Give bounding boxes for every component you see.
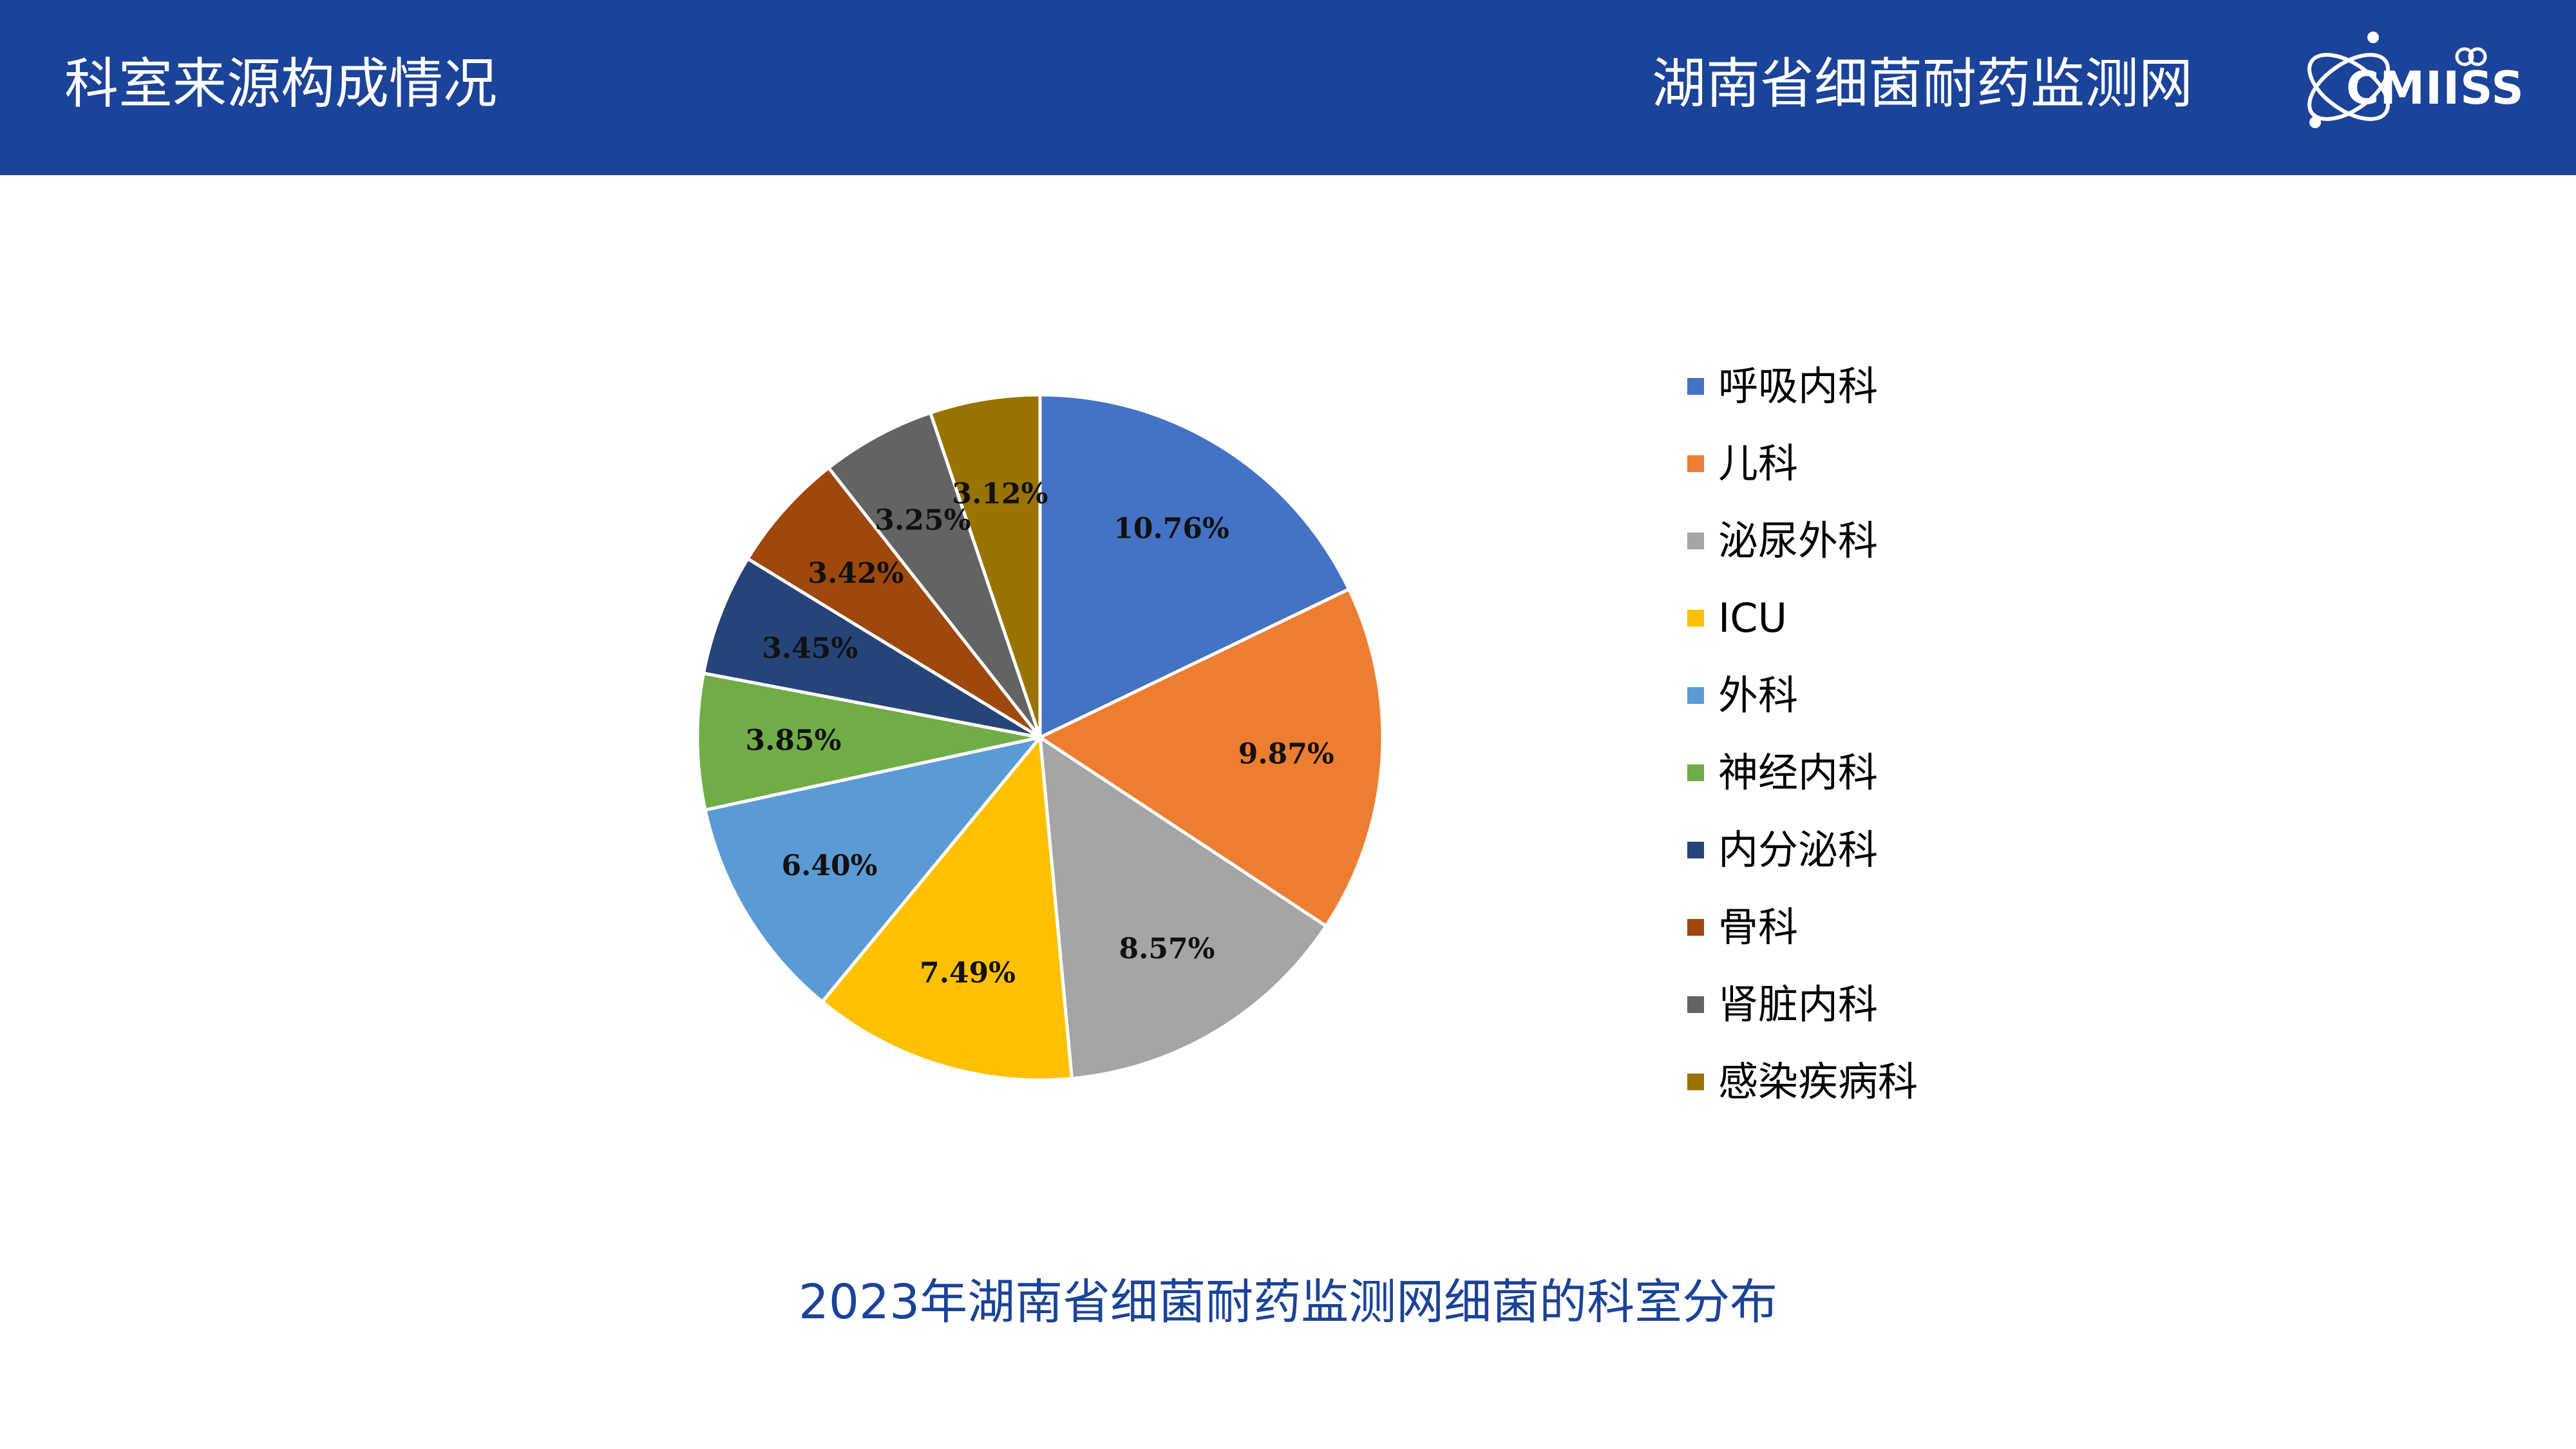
legend-label: 外科 <box>1718 672 1799 719</box>
network-name: 湖南省细菌耐药监测网 <box>1652 52 2193 115</box>
pie-slice <box>1038 734 1329 1081</box>
legend-swatch <box>1687 455 1704 472</box>
slice-value-label: 9.87% <box>1238 738 1334 771</box>
chart-caption: 2023年湖南省细菌耐药监测网细菌的科室分布 <box>798 1274 1778 1330</box>
slice-value-label: 7.49% <box>920 957 1016 990</box>
pie-slice <box>696 671 1041 812</box>
legend-swatch <box>1687 842 1704 858</box>
legend-item: 外科 <box>1687 670 1798 721</box>
legend-label: ICU <box>1718 594 1787 641</box>
legend-swatch <box>1687 378 1704 395</box>
slice-value-label: 3.12% <box>952 478 1048 511</box>
legend-item: 骨科 <box>1687 902 1798 953</box>
legend-swatch <box>1687 1074 1704 1090</box>
legend-item: 感染疾病科 <box>1687 1056 1918 1108</box>
pie-slice <box>928 393 1042 738</box>
pie-slice <box>826 410 1042 739</box>
legend-label: 神经内科 <box>1718 749 1879 796</box>
legend-item: 神经内科 <box>1687 747 1878 799</box>
legend-item: 呼吸内科 <box>1687 361 1878 412</box>
legend-swatch <box>1687 687 1704 704</box>
legend-item: 泌尿外科 <box>1687 515 1878 567</box>
pie-slice <box>1036 587 1385 929</box>
legend-swatch <box>1687 764 1704 781</box>
pie-slice <box>1038 393 1351 740</box>
slice-value-label: 3.45% <box>762 632 858 665</box>
pie-slice <box>701 556 1041 739</box>
legend-label: 骨科 <box>1718 904 1799 951</box>
header-bar: 科室来源构成情况 湖南省细菌耐药监测网 CMIISS <box>0 0 2576 175</box>
legend-swatch <box>1687 919 1704 936</box>
logo-text: CMIISS <box>2346 62 2524 115</box>
legend-swatch <box>1687 996 1704 1013</box>
legend-label: 内分泌科 <box>1718 826 1879 873</box>
legend-item: 儿科 <box>1687 438 1798 489</box>
slice-value-label: 3.25% <box>875 504 971 537</box>
legend-label: 泌尿外科 <box>1718 517 1879 564</box>
atom-orbit-icon <box>2307 32 2487 128</box>
pie-slice <box>745 465 1041 739</box>
legend-label: 感染疾病科 <box>1718 1058 1918 1105</box>
legend-label: 呼吸内科 <box>1718 363 1879 410</box>
legend-label: 肾脏内科 <box>1718 981 1879 1028</box>
legend-item: ICU <box>1687 592 1787 644</box>
legend-swatch <box>1687 533 1704 549</box>
legend-item: 肾脏内科 <box>1687 979 1878 1030</box>
slice-value-label: 3.42% <box>808 557 904 590</box>
pie-slice <box>703 735 1045 1005</box>
page-title: 科室来源构成情况 <box>64 52 498 115</box>
pie-slice <box>820 733 1074 1082</box>
slice-value-label: 10.76% <box>1113 512 1229 545</box>
slice-value-label: 3.85% <box>746 724 842 757</box>
cmiiss-logo: CMIISS <box>2289 26 2524 148</box>
slice-value-label: 8.57% <box>1119 933 1215 965</box>
slice-value-label: 6.40% <box>782 849 878 882</box>
legend-label: 儿科 <box>1718 440 1799 487</box>
legend-item: 内分泌科 <box>1687 824 1878 876</box>
legend-swatch <box>1687 610 1704 627</box>
